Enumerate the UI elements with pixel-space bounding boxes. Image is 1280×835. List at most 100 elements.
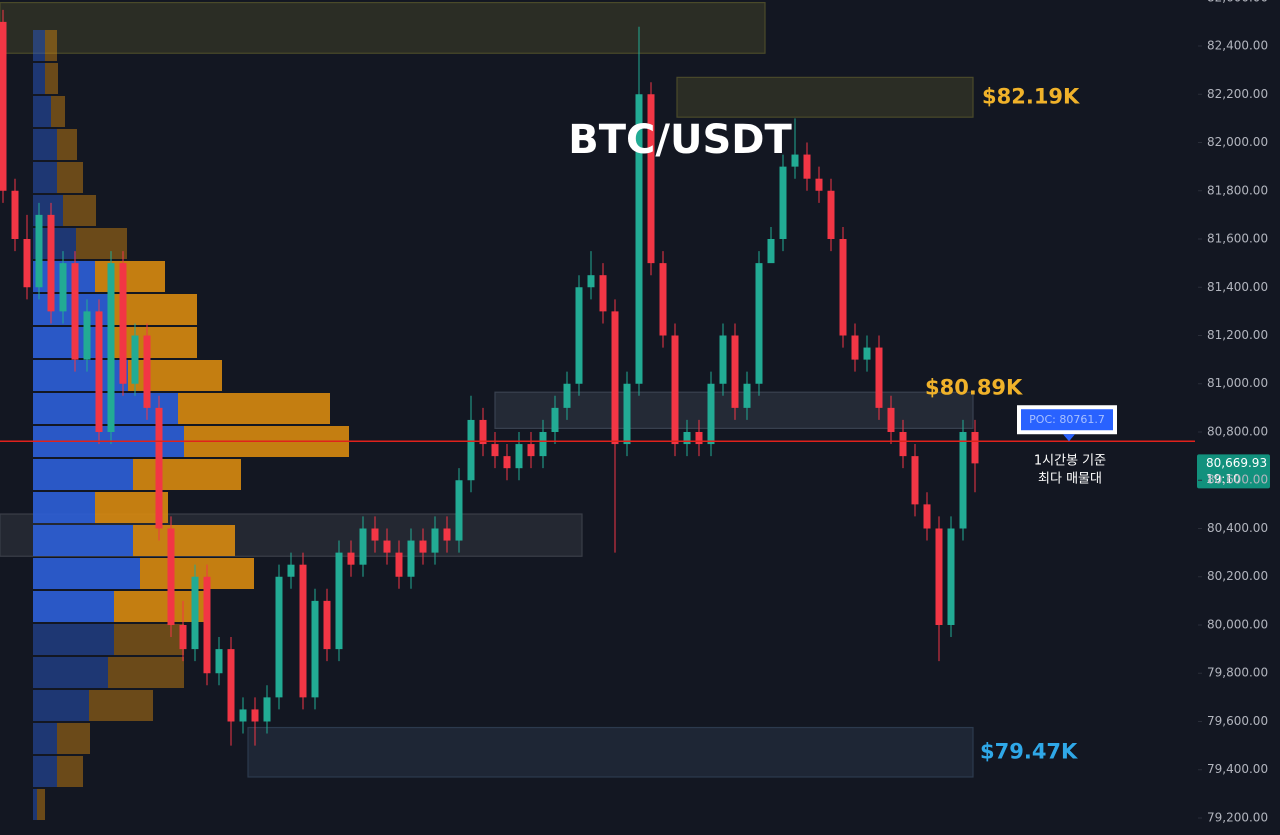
y-tick-label: 82,000.00 — [1207, 135, 1268, 149]
profile-buy — [33, 129, 57, 160]
profile-sell — [95, 261, 165, 292]
candle-body — [239, 709, 247, 722]
candle-body — [95, 311, 103, 432]
poc-note: 1시간봉 기준 — [1034, 454, 1106, 469]
y-tick-label: 81,200.00 — [1207, 328, 1268, 342]
y-tick-label: 82,600.00 — [1207, 0, 1268, 4]
profile-sell — [37, 789, 45, 820]
y-tick-label: 79,400.00 — [1207, 762, 1268, 776]
candle-body — [323, 600, 331, 650]
profile-sell — [113, 294, 197, 325]
profile-buy — [33, 723, 57, 754]
y-tick-label: 81,400.00 — [1207, 280, 1268, 294]
candle-body — [935, 528, 943, 625]
profile-buy — [33, 459, 133, 490]
y-tick-label: 80,400.00 — [1207, 521, 1268, 535]
candle-body — [743, 383, 751, 408]
y-tick-label: 79,800.00 — [1207, 666, 1268, 680]
candle-body — [683, 431, 691, 445]
profile-buy — [33, 492, 95, 523]
candle-body — [251, 709, 259, 722]
profile-buy — [33, 525, 133, 556]
candle-body — [71, 263, 79, 360]
profile-buy — [33, 789, 37, 820]
candle-body — [371, 528, 379, 541]
overlays: $82.19K $80.89K $79.47K POC: 80761.7 1시간봉 기준… — [0, 84, 1270, 763]
profile-sell — [178, 393, 330, 424]
candle-body — [35, 214, 43, 288]
profile-sell — [133, 459, 241, 490]
profile-buy — [33, 624, 114, 655]
price-zone — [247, 726, 974, 778]
candle-body — [887, 407, 895, 432]
candle-body — [155, 407, 163, 529]
zone-label: $79.47K — [980, 739, 1078, 763]
profile-buy — [33, 690, 89, 721]
last-price-box — [1197, 454, 1270, 489]
candles — [0, 9, 979, 746]
profile-buy — [33, 96, 51, 127]
countdown-label: 19:10 — [1206, 472, 1241, 486]
profile-buy — [33, 162, 57, 193]
profile-sell — [108, 657, 184, 688]
candle-body — [179, 624, 187, 650]
candle-body — [575, 287, 583, 384]
profile-sell — [114, 624, 184, 655]
profile-sell — [57, 756, 83, 787]
candle-body — [839, 239, 847, 336]
candle-body — [911, 456, 919, 505]
profile-sell — [57, 162, 83, 193]
candle-body — [419, 540, 427, 553]
candle-body — [707, 383, 715, 445]
profile-sell — [45, 30, 57, 61]
candle-body — [59, 263, 67, 312]
candle-body — [395, 552, 403, 577]
candle-body — [899, 431, 907, 457]
candle-body — [83, 311, 91, 360]
candle-body — [947, 528, 955, 625]
profile-sell — [57, 129, 77, 160]
candle-body — [383, 540, 391, 553]
y-tick-label: 80,600.00 — [1207, 473, 1268, 487]
candle-body — [407, 540, 415, 577]
candle-body — [563, 383, 571, 408]
candle-body — [167, 528, 175, 625]
candle-body — [515, 444, 523, 469]
y-tick-label: 82,200.00 — [1207, 87, 1268, 101]
candle-body — [287, 564, 295, 577]
candle-body — [695, 431, 703, 445]
last-price-label: 80,669.93 — [1206, 456, 1267, 470]
candle-body — [719, 335, 727, 384]
candle-body — [599, 275, 607, 312]
candle-body — [0, 21, 7, 191]
candle-body — [215, 649, 223, 674]
candle-body — [491, 444, 499, 457]
profile-buy — [33, 591, 114, 622]
price-zone — [676, 76, 974, 118]
candle-body — [851, 335, 859, 360]
candle-body — [191, 576, 199, 650]
y-tick-label: 81,800.00 — [1207, 183, 1268, 197]
candle-body — [959, 431, 967, 529]
poc-label: POC: 80761.7 — [1029, 413, 1105, 426]
candle-body — [527, 444, 535, 457]
y-tick-label: 79,600.00 — [1207, 714, 1268, 728]
profile-sell — [89, 690, 153, 721]
profile-buy — [33, 63, 45, 94]
candle-body — [647, 94, 655, 264]
candle-body — [335, 552, 343, 650]
profile-buy — [33, 756, 57, 787]
candle-body — [359, 528, 367, 565]
candle-body — [971, 431, 979, 464]
y-tick-label: 82,400.00 — [1207, 39, 1268, 53]
profile-sell — [113, 327, 197, 358]
candle-body — [923, 504, 931, 529]
profile-sell — [45, 63, 58, 94]
candle-body — [767, 239, 775, 264]
candle-body — [827, 190, 835, 240]
candle-body — [587, 275, 595, 288]
candle-body — [227, 649, 235, 722]
candle-body — [11, 190, 19, 240]
